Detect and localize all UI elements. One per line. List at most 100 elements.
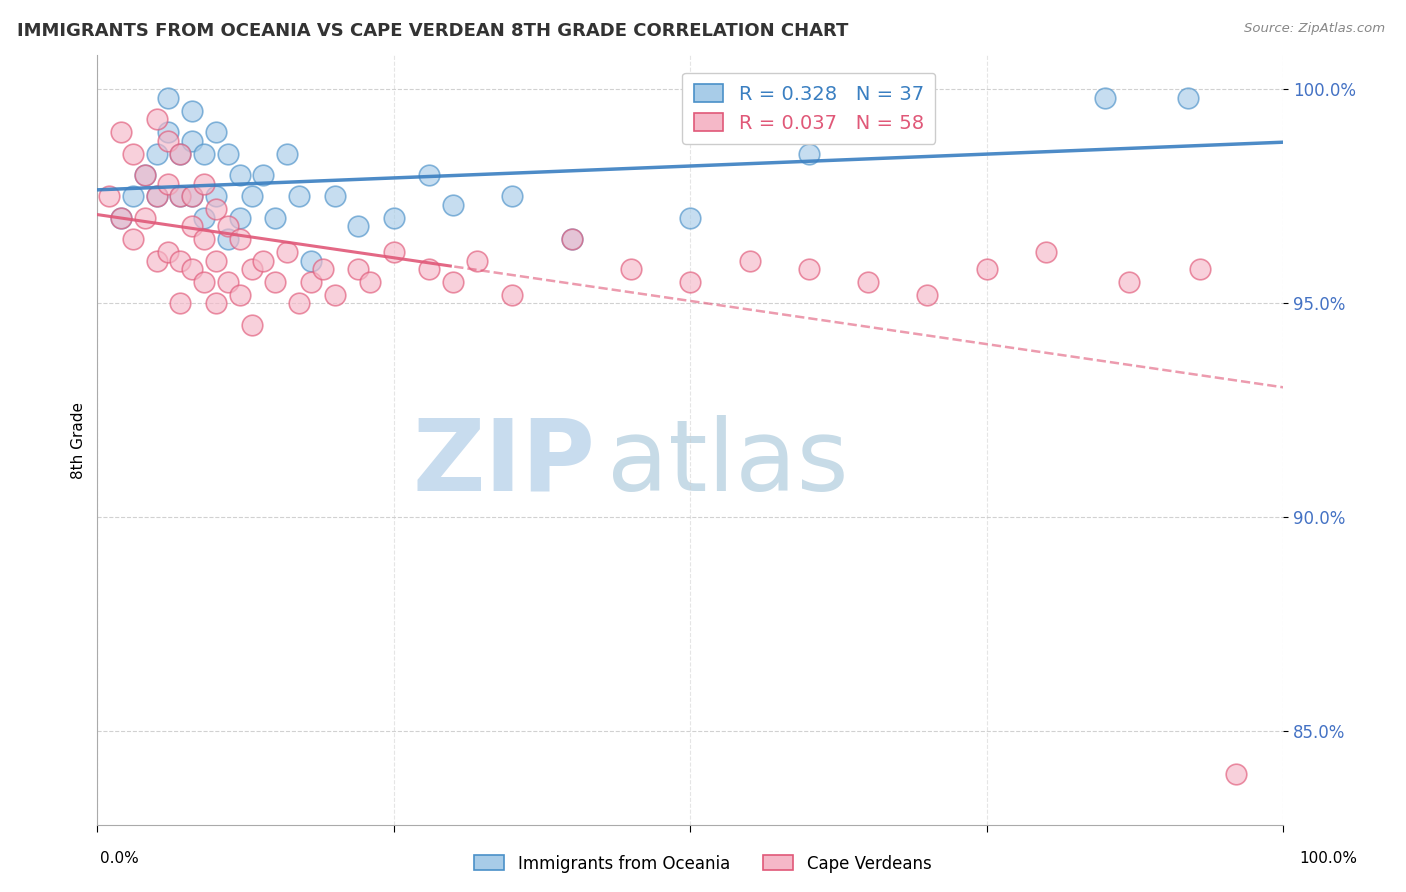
Point — [217, 219, 239, 234]
Point — [1177, 91, 1199, 105]
Point — [264, 211, 287, 225]
Point — [169, 146, 191, 161]
Text: atlas: atlas — [607, 415, 849, 512]
Point — [418, 262, 440, 277]
Point — [98, 189, 121, 203]
Point — [205, 202, 228, 217]
Point — [441, 198, 464, 212]
Point — [205, 189, 228, 203]
Point — [193, 211, 215, 225]
Point — [157, 125, 180, 139]
Point — [205, 253, 228, 268]
Text: Source: ZipAtlas.com: Source: ZipAtlas.com — [1244, 22, 1385, 36]
Legend: Immigrants from Oceania, Cape Verdeans: Immigrants from Oceania, Cape Verdeans — [468, 848, 938, 880]
Point — [134, 211, 156, 225]
Y-axis label: 8th Grade: 8th Grade — [72, 401, 86, 479]
Point — [145, 112, 167, 127]
Point — [122, 232, 145, 246]
Point — [169, 189, 191, 203]
Point — [501, 189, 523, 203]
Legend: R = 0.328   N = 37, R = 0.037   N = 58: R = 0.328 N = 37, R = 0.037 N = 58 — [682, 72, 935, 145]
Point — [181, 219, 204, 234]
Point — [157, 134, 180, 148]
Point — [205, 296, 228, 310]
Point — [228, 232, 250, 246]
Point — [145, 189, 167, 203]
Point — [157, 245, 180, 260]
Point — [1094, 91, 1116, 105]
Point — [299, 275, 322, 289]
Point — [169, 253, 191, 268]
Point — [181, 134, 204, 148]
Point — [110, 211, 132, 225]
Text: ZIP: ZIP — [412, 415, 595, 512]
Point — [252, 168, 274, 182]
Point — [465, 253, 488, 268]
Point — [620, 262, 643, 277]
Point — [276, 245, 298, 260]
Point — [217, 146, 239, 161]
Point — [240, 189, 263, 203]
Point — [501, 287, 523, 301]
Point — [169, 296, 191, 310]
Point — [288, 296, 311, 310]
Point — [228, 168, 250, 182]
Text: 100.0%: 100.0% — [1299, 851, 1358, 865]
Point — [110, 125, 132, 139]
Point — [181, 103, 204, 118]
Point — [359, 275, 381, 289]
Point — [347, 219, 370, 234]
Point — [856, 275, 879, 289]
Point — [145, 146, 167, 161]
Point — [382, 211, 405, 225]
Point — [1189, 262, 1212, 277]
Point — [299, 253, 322, 268]
Point — [193, 232, 215, 246]
Point — [276, 146, 298, 161]
Point — [169, 189, 191, 203]
Point — [252, 253, 274, 268]
Point — [917, 287, 939, 301]
Point — [797, 262, 820, 277]
Point — [288, 189, 311, 203]
Point — [228, 211, 250, 225]
Point — [169, 146, 191, 161]
Point — [110, 211, 132, 225]
Point — [382, 245, 405, 260]
Point — [240, 262, 263, 277]
Point — [134, 168, 156, 182]
Text: IMMIGRANTS FROM OCEANIA VS CAPE VERDEAN 8TH GRADE CORRELATION CHART: IMMIGRANTS FROM OCEANIA VS CAPE VERDEAN … — [17, 22, 848, 40]
Point — [738, 253, 761, 268]
Point — [323, 189, 346, 203]
Point — [679, 211, 702, 225]
Point — [347, 262, 370, 277]
Point — [679, 275, 702, 289]
Point — [217, 275, 239, 289]
Point — [323, 287, 346, 301]
Point — [145, 253, 167, 268]
Point — [1118, 275, 1140, 289]
Point — [264, 275, 287, 289]
Point — [145, 189, 167, 203]
Point — [122, 189, 145, 203]
Point — [1225, 767, 1247, 781]
Point — [311, 262, 333, 277]
Point — [228, 287, 250, 301]
Point — [181, 189, 204, 203]
Point — [181, 189, 204, 203]
Point — [122, 146, 145, 161]
Point — [976, 262, 998, 277]
Point — [1035, 245, 1057, 260]
Point — [561, 232, 583, 246]
Point — [418, 168, 440, 182]
Point — [193, 275, 215, 289]
Point — [134, 168, 156, 182]
Point — [240, 318, 263, 332]
Point — [217, 232, 239, 246]
Point — [157, 91, 180, 105]
Point — [205, 125, 228, 139]
Text: 0.0%: 0.0% — [100, 851, 139, 865]
Point — [193, 146, 215, 161]
Point — [561, 232, 583, 246]
Point — [441, 275, 464, 289]
